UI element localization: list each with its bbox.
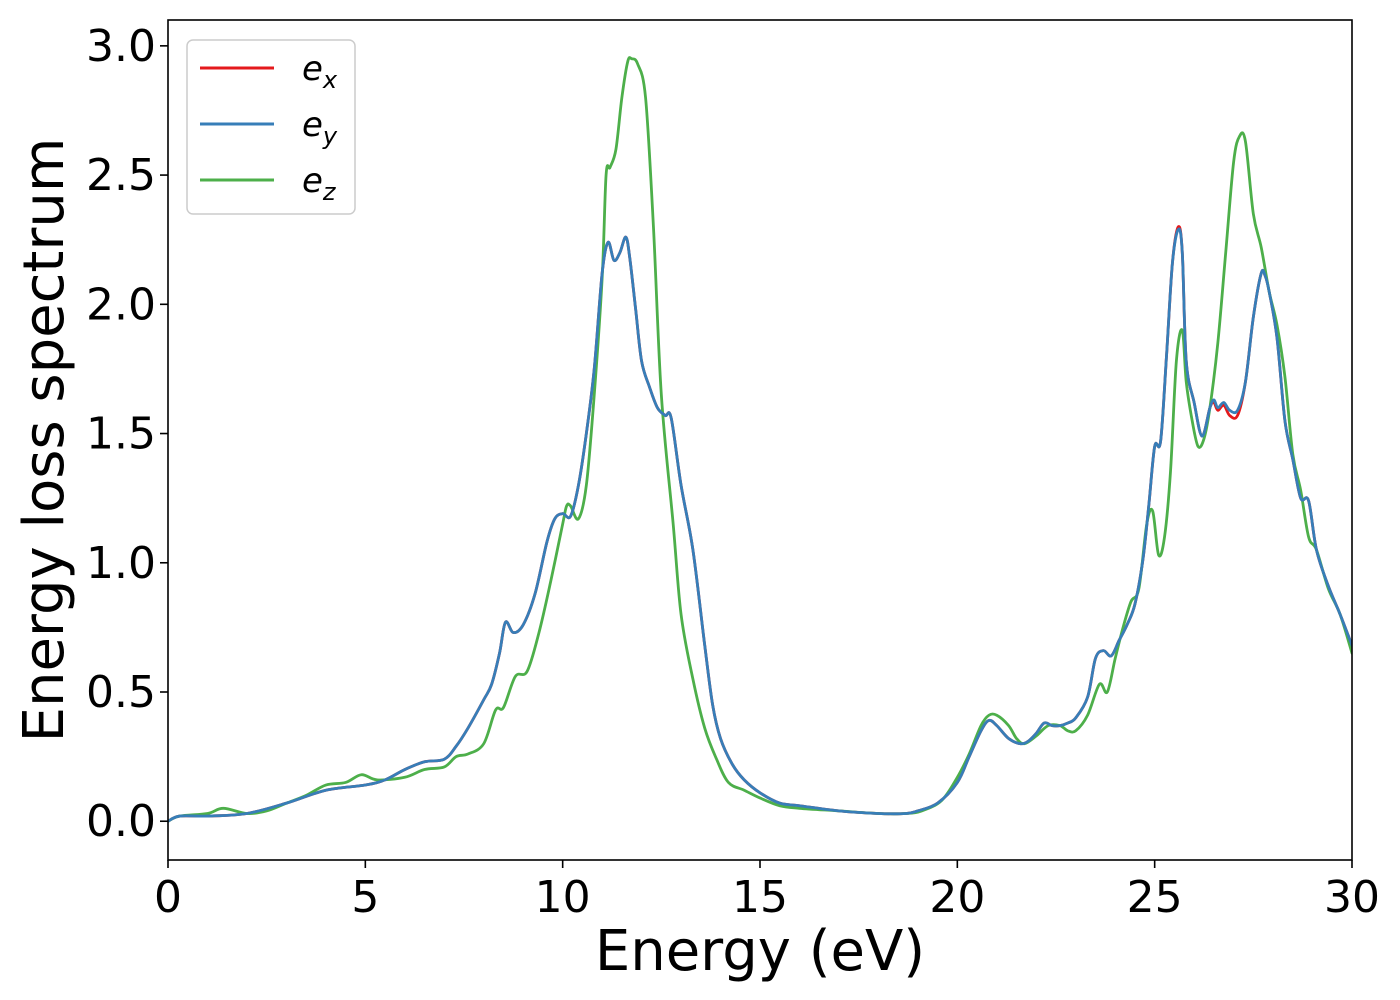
- x-tick-label: 15: [732, 872, 788, 923]
- legend-label-x: ex: [302, 49, 338, 94]
- y-tick-label: 2.0: [86, 279, 156, 330]
- legend: ex ey ez: [186, 39, 356, 215]
- x-axis-label: Energy (eV): [595, 919, 925, 984]
- y-tick-label: 1.0: [86, 538, 156, 589]
- ticks-layer: 0 5 10 15 20 25 30 0.0 0.5 1.0 1.5 2.0 2.5 3.0: [86, 21, 1380, 923]
- x-tick-label: 30: [1324, 872, 1380, 923]
- legend-label-y: ey: [302, 105, 338, 150]
- series-layer: [168, 56, 1352, 823]
- x-tick-label: 10: [535, 872, 591, 923]
- plot-area: [168, 20, 1352, 860]
- plot-frame: [167, 19, 1353, 861]
- x-tick-label: 0: [154, 872, 182, 923]
- y-tick-label: 1.5: [86, 409, 156, 460]
- x-tick-label: 20: [929, 872, 985, 923]
- y-axis-label: Energy loss spectrum: [12, 138, 77, 743]
- x-tick-label: 25: [1127, 872, 1183, 923]
- y-tick-label: 0.5: [86, 667, 156, 718]
- y-tick-label: 2.5: [86, 150, 156, 201]
- y-tick-label: 3.0: [86, 21, 156, 72]
- legend-label-z: ez: [302, 161, 337, 206]
- series-line-y: [168, 227, 1352, 823]
- y-tick-label: 0.0: [86, 796, 156, 847]
- x-tick-label: 5: [351, 872, 379, 923]
- legend-box: [186, 39, 356, 215]
